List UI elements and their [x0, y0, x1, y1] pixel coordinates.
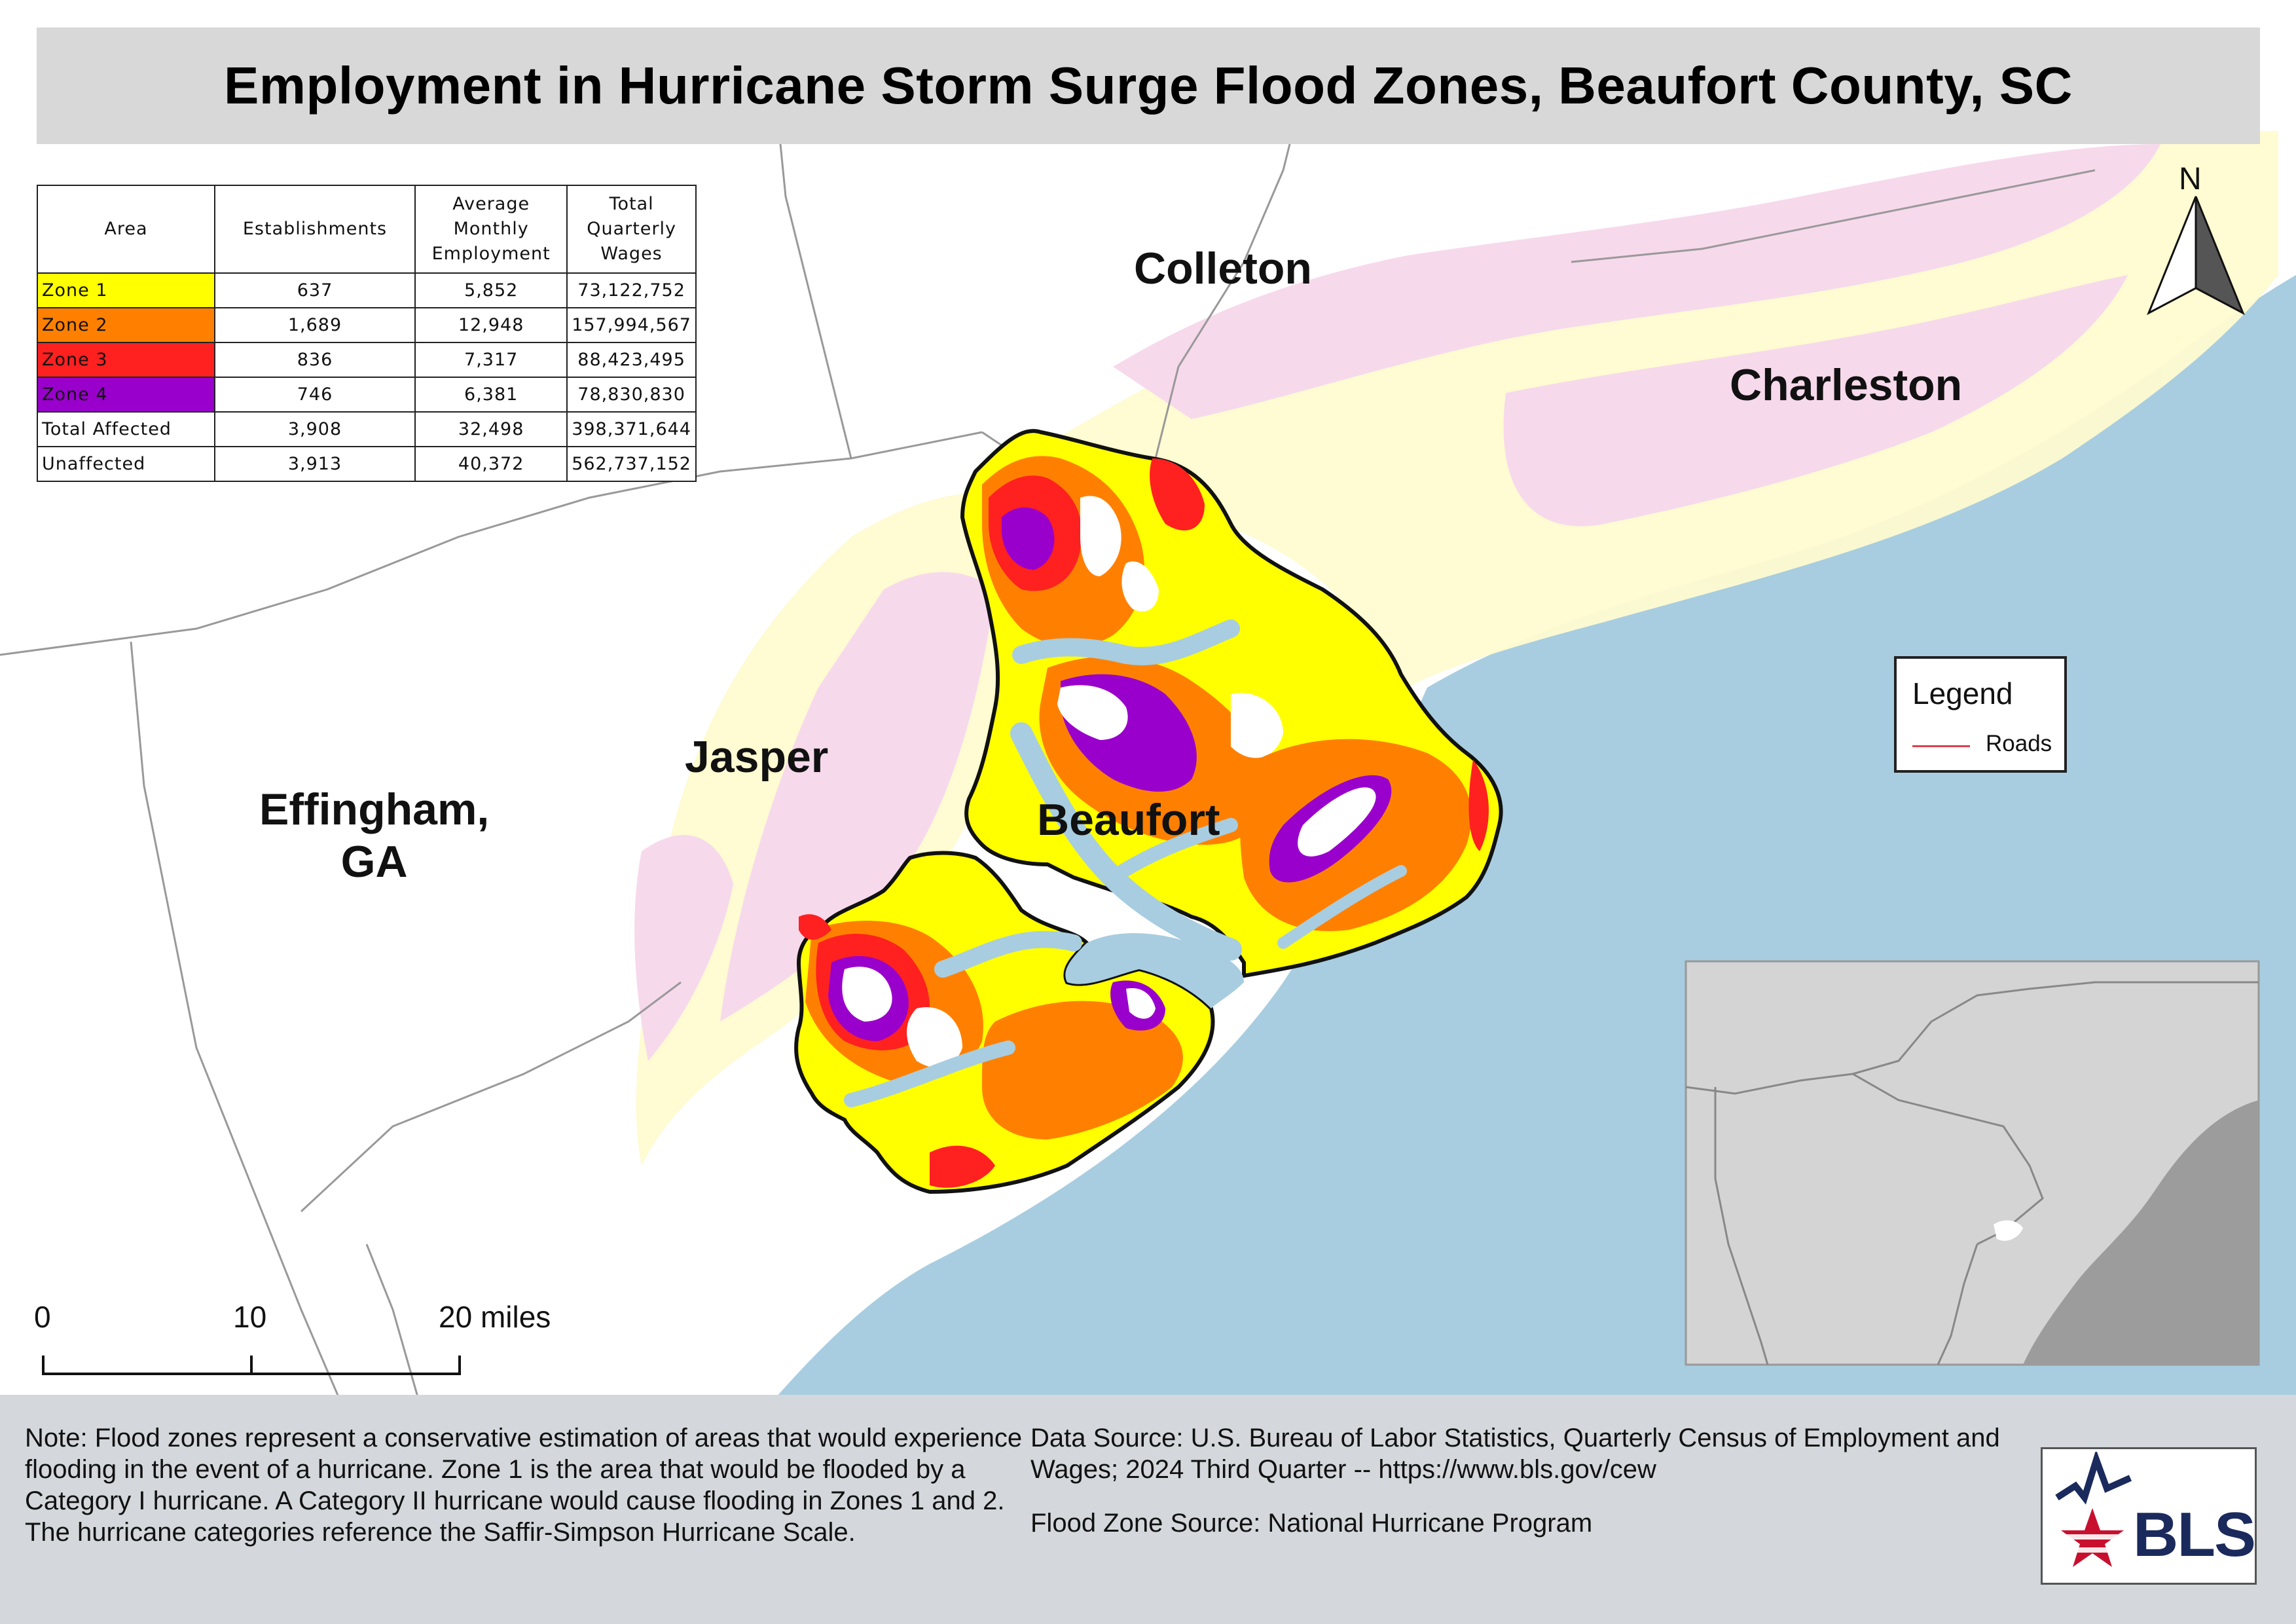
north-label: N [2179, 162, 2202, 196]
table-cell: 836 [213, 342, 416, 378]
effingham-line1: Effingham, [259, 784, 490, 834]
table-cell: 562,737,152 [566, 446, 697, 482]
flood-zone-source: Flood Zone Source: National Hurricane Pr… [1030, 1509, 1593, 1538]
zone-1-label: Zone 1 [37, 272, 215, 308]
county-label-beaufort: Beaufort [1037, 795, 1220, 845]
header-establishments: Establishments [213, 185, 416, 274]
beaufort-south [794, 851, 1215, 1194]
bls-logo: BLS [2041, 1447, 2257, 1585]
port-royal-sound [1065, 933, 1244, 1008]
table-cell: 1,689 [213, 307, 416, 343]
county-label-effingham: Effingham, GA [259, 783, 489, 888]
data-source: Data Source: U.S. Bureau of Labor Statis… [1030, 1424, 2000, 1484]
beaufort-county [960, 429, 1503, 978]
county-label-jasper: Jasper [685, 732, 829, 782]
table-cell: 40,372 [414, 446, 568, 482]
scale-label-20: 20 miles [439, 1300, 551, 1334]
header-wages: Total Quarterly Wages [566, 185, 697, 274]
county-label-colleton: Colleton [1134, 244, 1312, 293]
table-cell: 3,913 [213, 446, 416, 482]
table-header-row: Area Establishments Average Monthly Empl… [37, 185, 697, 274]
table-cell: 78,830,830 [566, 377, 697, 413]
table-cell: 398,371,644 [566, 411, 697, 447]
table-row: Zone 1 637 5,852 73,122,752 [37, 272, 697, 308]
table-row: Zone 2 1,689 12,948 157,994,567 [37, 307, 697, 343]
effingham-line2: GA [340, 837, 408, 887]
legend: Legend Roads [1894, 656, 2067, 773]
bls-logo-text: BLS [2133, 1500, 2256, 1570]
table-row: Total Affected 3,908 32,498 398,371,644 [37, 411, 697, 447]
table-row: Zone 4 746 6,381 78,830,830 [37, 377, 697, 413]
table-cell: 6,381 [414, 377, 568, 413]
scale-label-10: 10 [233, 1300, 267, 1334]
table-row: Unaffected 3,913 40,372 562,737,152 [37, 446, 697, 482]
north-arrow-icon [2147, 196, 2245, 316]
scale-bar [42, 1356, 461, 1375]
header-area: Area [37, 185, 215, 274]
legend-title: Legend [1912, 676, 2013, 710]
bls-star-icon [2055, 1452, 2132, 1567]
total-affected-label: Total Affected [37, 411, 215, 447]
table-cell: 3,908 [213, 411, 416, 447]
table-cell: 637 [213, 272, 416, 308]
legend-roads-label: Roads [1986, 731, 2052, 756]
table-cell: 157,994,567 [566, 307, 697, 343]
footer-note: Note: Flood zones represent a conservati… [25, 1424, 1023, 1547]
table-row: Zone 3 836 7,317 88,423,495 [37, 342, 697, 378]
footer-panel [0, 1395, 2296, 1624]
table-cell: 88,423,495 [566, 342, 697, 378]
table-cell: 73,122,752 [566, 272, 697, 308]
employment-table: Area Establishments Average Monthly Empl… [37, 185, 697, 482]
roads-line-icon [1912, 745, 1970, 747]
title-banner: Employment in Hurricane Storm Surge Floo… [37, 28, 2260, 144]
table-cell: 746 [213, 377, 416, 413]
inset-map [1685, 960, 2260, 1366]
page-title: Employment in Hurricane Storm Surge Floo… [224, 56, 2073, 115]
county-label-charleston: Charleston [1730, 360, 1963, 410]
zone-3-label: Zone 3 [37, 342, 215, 378]
table-cell: 5,852 [414, 272, 568, 308]
header-employment: Average Monthly Employment [414, 185, 568, 274]
table-cell: 12,948 [414, 307, 568, 343]
scale-label-0: 0 [34, 1300, 51, 1334]
water-channels [844, 619, 1407, 1107]
table-cell: 32,498 [414, 411, 568, 447]
zone-2-label: Zone 2 [37, 307, 215, 343]
table-cell: 7,317 [414, 342, 568, 378]
neighbor-flood-areas [634, 131, 2278, 1166]
zone-4-label: Zone 4 [37, 377, 215, 413]
unaffected-label: Unaffected [37, 446, 215, 482]
